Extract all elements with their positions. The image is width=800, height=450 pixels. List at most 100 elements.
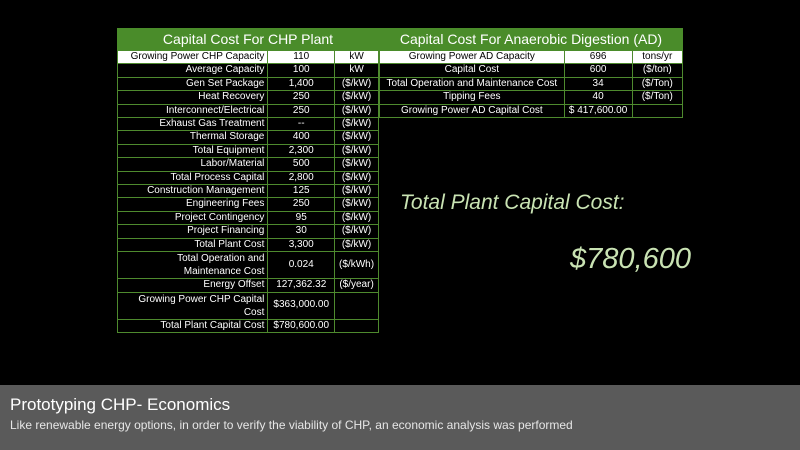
row-value: 250 [267, 103, 336, 119]
row-unit: ($/kW) [334, 103, 379, 119]
row-value: 34 [563, 76, 633, 92]
row-unit: ($/Ton) [631, 76, 684, 92]
row-unit [334, 318, 379, 333]
total-capital-cost-value: $780,600 [570, 243, 691, 275]
row-value: 3,300 [267, 237, 336, 253]
row-value: 2,800 [267, 170, 336, 186]
row-unit: ($/kW) [334, 130, 379, 145]
table-row: Average Capacity 100 kW [116, 63, 379, 78]
table-row: Interconnect/Electrical 250 ($/kW) [116, 103, 379, 119]
table-row: Heat Recovery 250 ($/kW) [116, 90, 379, 105]
table-row: Engineering Fees 250 ($/kW) [116, 197, 379, 212]
row-unit: ($/kW) [334, 117, 379, 132]
row-value: $ 417,600.00 [563, 103, 633, 119]
footer-title: Prototyping CHP- Economics [10, 395, 231, 414]
table-row: Capital Cost 600 ($/ton) [379, 63, 684, 78]
row-label: Heat Recovery [116, 90, 269, 105]
row-label: Total Equipment [116, 143, 269, 159]
chp-table-header: Capital Cost For CHP Plant [117, 28, 379, 51]
row-label: Construction Management [116, 184, 269, 199]
table-row: Gen Set Package 1,400 ($/kW) [116, 76, 379, 92]
row-unit: ($/kW) [334, 224, 379, 239]
row-value: 127,362.32 [267, 278, 336, 293]
row-label: Growing Power AD Capital Cost [379, 103, 565, 119]
row-label: Labor/Material [116, 157, 269, 172]
table-row: Total Operation and Maintenance Cost 34 … [379, 76, 684, 92]
table-row: Exhaust Gas Treatment -- ($/kW) [116, 117, 379, 132]
table-row: Thermal Storage 400 ($/kW) [116, 130, 379, 145]
row-label: Tipping Fees [379, 90, 565, 105]
row-label: Growing Power AD Capacity [379, 49, 565, 65]
row-value: 95 [267, 210, 336, 226]
row-unit: ($/kW) [334, 210, 379, 226]
table-row: Labor/Material 500 ($/kW) [116, 157, 379, 172]
row-label: Project Contingency [116, 210, 269, 226]
row-value: 110 [267, 49, 336, 65]
table-row: Project Financing 30 ($/kW) [116, 224, 379, 239]
table-row: Total Plant Capital Cost $780,600.00 [116, 318, 379, 333]
row-label: Total Process Capital [116, 170, 269, 186]
row-label: Average Capacity [116, 63, 269, 78]
row-label: Interconnect/Electrical [116, 103, 269, 119]
table-row: Total Process Capital 2,800 ($/kW) [116, 170, 379, 186]
row-unit: ($/kW) [334, 237, 379, 253]
row-unit: ($/Ton) [631, 90, 684, 105]
row-unit: ($/kW) [334, 143, 379, 159]
row-unit [334, 291, 379, 320]
row-value: 250 [267, 90, 336, 105]
row-unit: ($/kW) [334, 76, 379, 92]
row-value: 40 [563, 90, 633, 105]
row-value: 696 [563, 49, 633, 65]
table-row: Tipping Fees 40 ($/Ton) [379, 90, 684, 105]
row-value: $363,000.00 [267, 291, 336, 320]
row-label: Capital Cost [379, 63, 565, 78]
row-label: Total Operation and Maintenance Cost [379, 76, 565, 92]
row-label: Growing Power CHP Capacity [116, 49, 269, 65]
row-unit: ($/kW) [334, 170, 379, 186]
row-value: 30 [267, 224, 336, 239]
row-value: -- [267, 117, 336, 132]
total-capital-cost-label: Total Plant Capital Cost: [400, 191, 625, 214]
table-row: Growing Power AD Capital Cost $ 417,600.… [379, 103, 684, 119]
chp-cost-table: Capital Cost For CHP Plant Growing Power… [116, 28, 379, 333]
row-value: 400 [267, 130, 336, 145]
chp-table-title: Capital Cost For CHP Plant [117, 28, 379, 51]
row-value: 500 [267, 157, 336, 172]
row-unit: ($/kW) [334, 90, 379, 105]
row-label: Exhaust Gas Treatment [116, 117, 269, 132]
row-value: 1,400 [267, 76, 336, 92]
table-row: Growing Power CHP Capacity 110 kW [116, 49, 379, 65]
row-label: Thermal Storage [116, 130, 269, 145]
row-label: Total Plant Cost [116, 237, 269, 253]
row-unit: ($/kW) [334, 184, 379, 199]
row-unit: kW [334, 49, 379, 65]
row-label: Total Plant Capital Cost [116, 318, 269, 333]
slide-footer: Prototyping CHP- Economics Like renewabl… [0, 385, 800, 450]
row-label: Gen Set Package [116, 76, 269, 92]
row-value: 2,300 [267, 143, 336, 159]
row-label: Project Financing [116, 224, 269, 239]
row-label: Energy Offset [116, 278, 269, 293]
row-unit: kW [334, 63, 379, 78]
row-value: 250 [267, 197, 336, 212]
table-row: Energy Offset 127,362.32 ($/year) [116, 278, 379, 293]
table-row: Project Contingency 95 ($/kW) [116, 210, 379, 226]
ad-table-header: Capital Cost For Anaerobic Digestion (AD… [379, 28, 683, 51]
footer-subtitle: Like renewable energy options, in order … [10, 418, 573, 432]
slide-canvas: Capital Cost For CHP Plant Growing Power… [116, 28, 691, 333]
row-unit: ($/kW) [334, 157, 379, 172]
row-unit: ($/kW) [334, 197, 379, 212]
row-value: $780,600.00 [267, 318, 336, 333]
row-label: Total Operation and Maintenance Cost [116, 251, 269, 280]
row-unit: ($/ton) [631, 63, 684, 78]
row-label: Growing Power CHP Capital Cost [116, 291, 269, 320]
ad-cost-table: Capital Cost For Anaerobic Digestion (AD… [379, 28, 684, 119]
table-row: Total Plant Cost 3,300 ($/kW) [116, 237, 379, 253]
row-unit: tons/yr [631, 49, 684, 65]
row-unit: ($/kWh) [334, 251, 379, 280]
row-value: 600 [563, 63, 633, 78]
row-value: 125 [267, 184, 336, 199]
row-value: 100 [267, 63, 336, 78]
row-value: 0.024 [267, 251, 336, 280]
row-unit [631, 103, 684, 119]
